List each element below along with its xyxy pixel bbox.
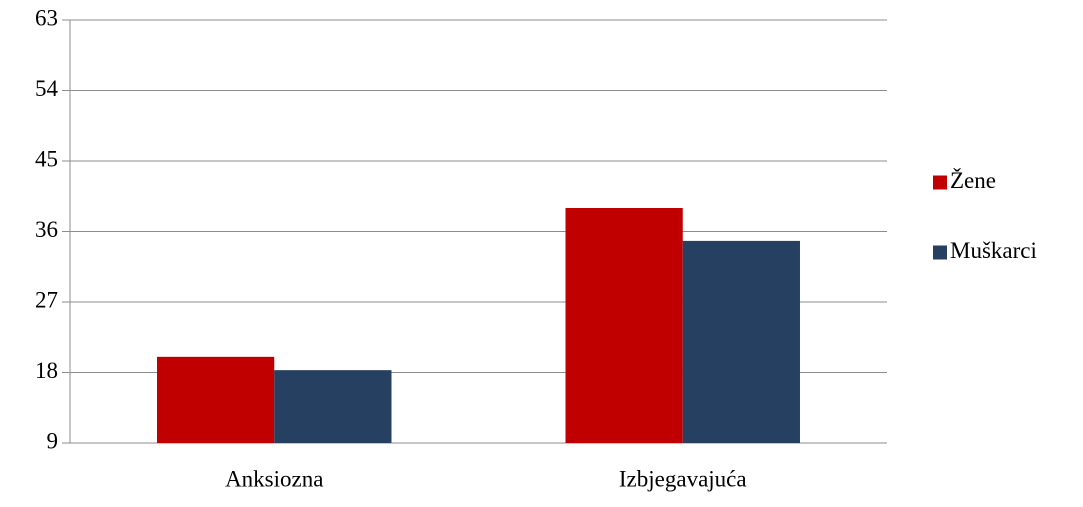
- x-tick-label: Izbjegavajuća: [619, 466, 747, 491]
- legend-swatch: [933, 245, 947, 260]
- y-tick-label: 63: [35, 5, 58, 30]
- y-tick-label: 27: [35, 287, 58, 312]
- y-tick-label: 18: [35, 358, 58, 383]
- bar: [274, 370, 392, 443]
- bar: [565, 208, 683, 443]
- y-tick-label: 54: [35, 76, 59, 101]
- bar: [682, 240, 800, 443]
- legend-swatch: [933, 175, 947, 190]
- bar: [157, 356, 275, 443]
- legend-label: Žene: [950, 168, 996, 193]
- y-tick-label: 9: [47, 428, 59, 453]
- y-tick-label: 36: [35, 217, 58, 242]
- y-tick-label: 45: [35, 146, 58, 171]
- x-tick-label: Anksiozna: [225, 466, 323, 491]
- legend-label: Muškarci: [950, 238, 1037, 263]
